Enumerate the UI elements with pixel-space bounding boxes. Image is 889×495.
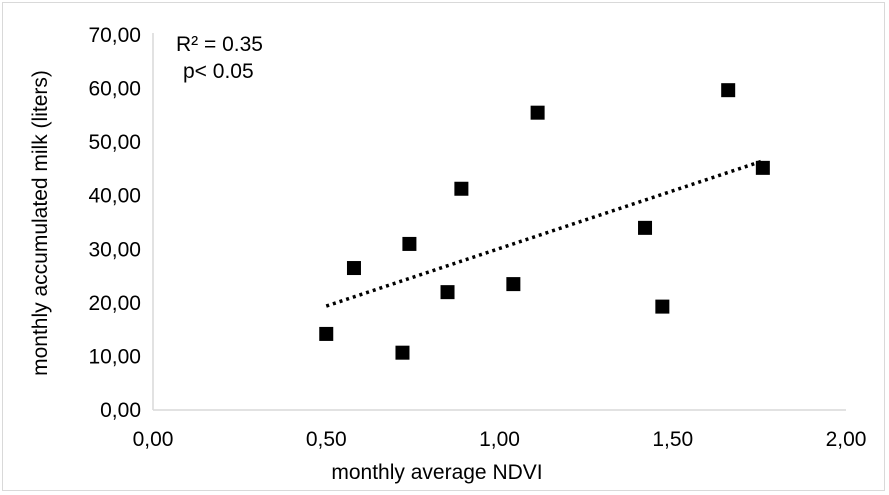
data-point — [530, 105, 545, 120]
p-value-annotation: p< 0.05 — [183, 60, 254, 83]
trendline-layer — [325, 159, 764, 308]
y-tick-label: 30,00 — [88, 238, 141, 261]
points-layer — [319, 83, 770, 360]
x-tick-label: 2,00 — [826, 428, 867, 451]
data-point — [395, 345, 410, 360]
scatter-chart: 0,00 10,00 20,00 30,00 40,00 50,00 60,00 70,00 0… — [29, 24, 866, 484]
x-tick-label: 0,50 — [306, 428, 347, 451]
trendline — [325, 159, 764, 308]
y-axis-title: monthly accumulated milk (liters) — [29, 70, 52, 376]
x-axis-title: monthly average NDVI — [331, 461, 542, 484]
y-tick-label: 40,00 — [88, 185, 141, 208]
x-tick-label: 0,00 — [133, 428, 174, 451]
data-point — [319, 326, 334, 341]
y-tick-label: 0,00 — [100, 399, 141, 422]
y-tick-label: 10,00 — [88, 345, 141, 368]
data-point — [402, 236, 417, 251]
data-point — [506, 277, 521, 292]
axes — [152, 33, 846, 411]
labels-layer: 0,00 10,00 20,00 30,00 40,00 50,00 60,00 70,00 0… — [88, 24, 866, 451]
x-tick-label: 1,50 — [652, 428, 693, 451]
y-tick-label: 60,00 — [88, 78, 141, 101]
data-point — [346, 261, 361, 276]
data-point — [638, 220, 653, 235]
x-tick-label: 1,00 — [479, 428, 520, 451]
y-tick-label: 50,00 — [88, 131, 141, 154]
data-point — [454, 181, 469, 196]
y-tick-label: 20,00 — [88, 292, 141, 315]
data-point — [721, 83, 736, 98]
data-point — [655, 299, 670, 314]
y-tick-label: 70,00 — [88, 24, 141, 47]
data-point — [755, 160, 770, 175]
r-squared-annotation: R² = 0.35 — [176, 33, 263, 56]
data-point — [440, 285, 455, 300]
